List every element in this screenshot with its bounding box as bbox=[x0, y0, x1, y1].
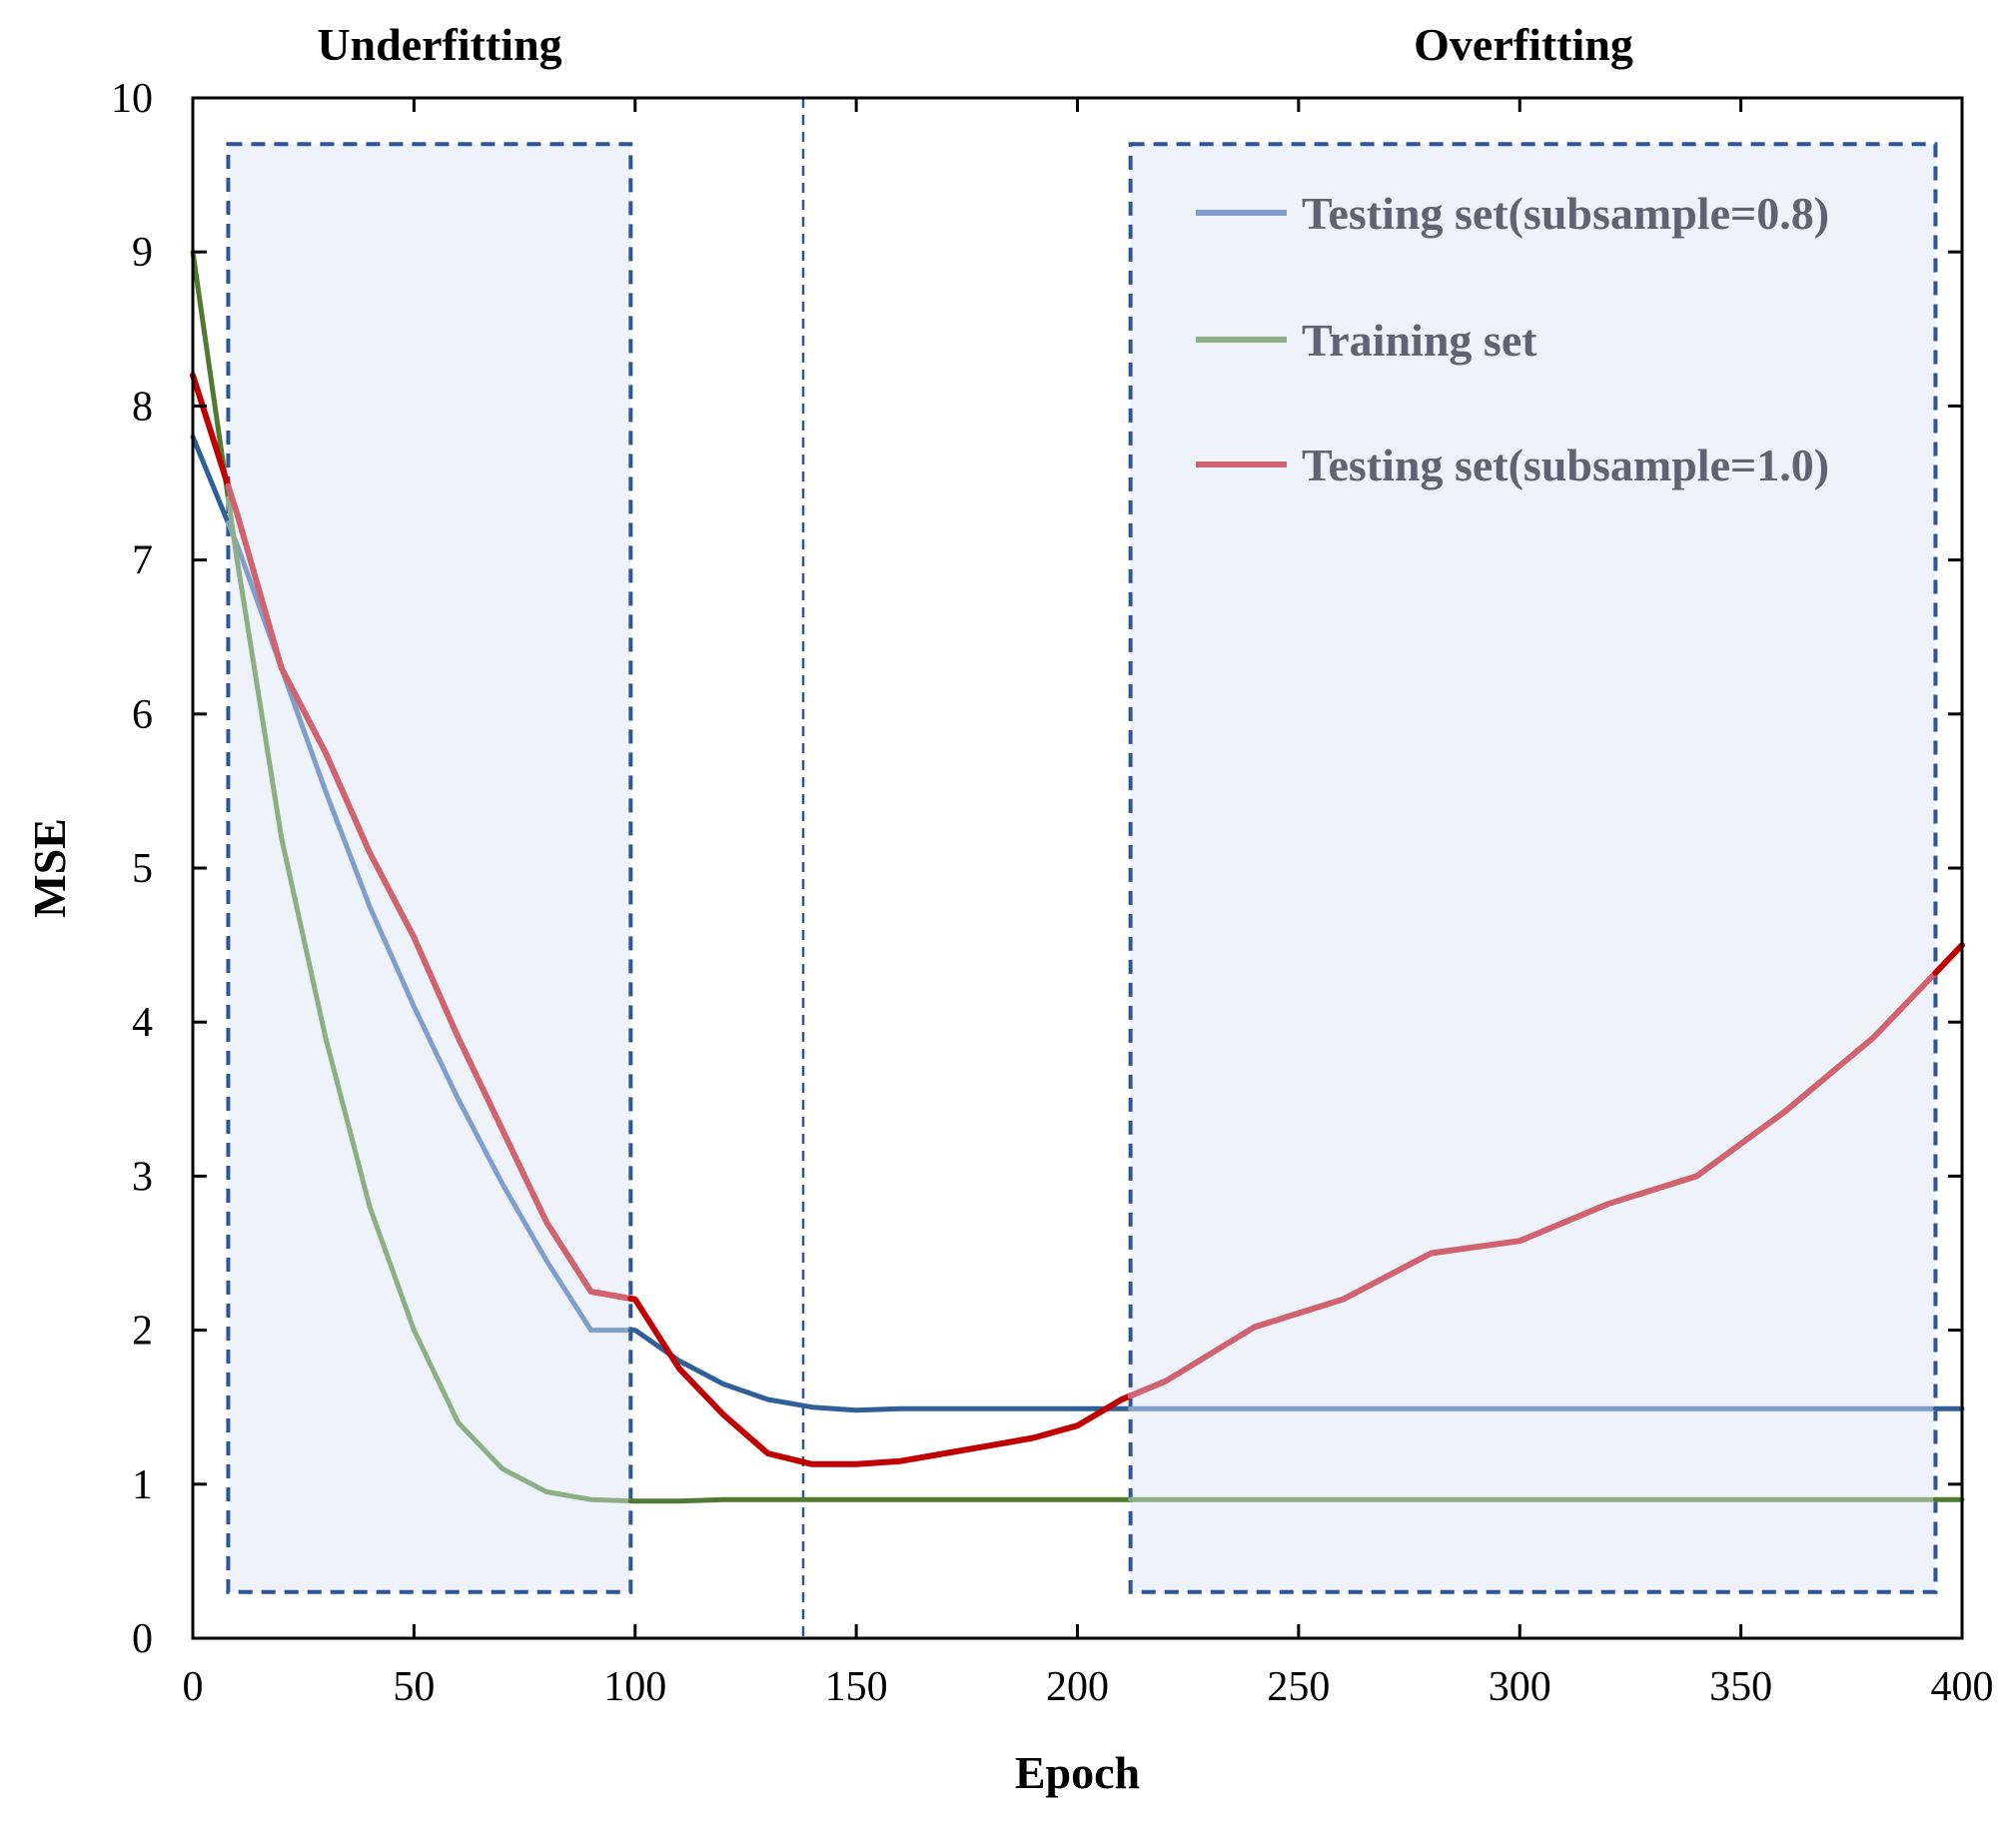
series-line-2-segment-3 bbox=[1127, 969, 1939, 1399]
x-tick-label-8: 400 bbox=[1931, 1664, 1994, 1710]
x-axis-title: Epoch bbox=[1015, 1747, 1140, 1798]
legend-label-0: Testing set(subsample=0.8) bbox=[1302, 188, 1829, 239]
region-label-0: Underfitting bbox=[317, 19, 561, 70]
x-tick-label-4: 200 bbox=[1046, 1664, 1109, 1710]
x-tick-label-7: 350 bbox=[1709, 1664, 1772, 1710]
legend: Testing set(subsample=0.8) Training set Te… bbox=[1196, 188, 1829, 490]
y-tick-label-9: 9 bbox=[132, 230, 153, 276]
x-tick-label-0: 0 bbox=[183, 1664, 204, 1710]
region-box-1 bbox=[1128, 142, 1938, 1594]
y-tick-label-2: 2 bbox=[132, 1309, 153, 1355]
x-tick-label-5: 250 bbox=[1267, 1664, 1330, 1710]
y-tick-label-5: 5 bbox=[132, 846, 153, 892]
series-line-1-segment-2 bbox=[627, 1496, 1134, 1504]
y-tick-label-7: 7 bbox=[132, 538, 153, 584]
series-line-0-segment-0 bbox=[190, 434, 231, 526]
y-tick-label-3: 3 bbox=[132, 1154, 153, 1200]
region-layer: Underfitting Overfitting bbox=[226, 19, 1938, 1638]
region-box-0 bbox=[226, 142, 633, 1594]
y-axis-title: MSE bbox=[24, 818, 75, 918]
y-tick-label-8: 8 bbox=[132, 384, 153, 430]
series-layer bbox=[190, 249, 1965, 1504]
ticks-layer: 0 50 100 150 200 250 300 350 400 0 1 2 3 4 5 6 7 8 9 10 bbox=[111, 76, 1994, 1710]
series-line-1-segment-1 bbox=[225, 495, 633, 1504]
x-tick-label-3: 150 bbox=[825, 1664, 888, 1710]
series-line-1-segment-0 bbox=[190, 249, 231, 501]
y-tick-label-4: 4 bbox=[132, 1000, 153, 1046]
x-tick-label-1: 50 bbox=[393, 1664, 435, 1710]
y-tick-label-1: 1 bbox=[132, 1462, 153, 1508]
y-tick-label-10: 10 bbox=[111, 76, 153, 122]
y-tick-label-6: 6 bbox=[132, 692, 153, 738]
series-line-2-segment-2 bbox=[627, 1296, 1134, 1467]
legend-label-1: Training set bbox=[1302, 315, 1537, 366]
series-line-2-segment-0 bbox=[190, 372, 232, 489]
region-label-1: Overfitting bbox=[1414, 19, 1633, 70]
legend-label-2: Testing set(subsample=1.0) bbox=[1302, 440, 1829, 490]
series-line-2-segment-4 bbox=[1932, 942, 1965, 976]
series-line-2-segment-1 bbox=[225, 482, 634, 1302]
y-tick-label-0: 0 bbox=[132, 1616, 153, 1662]
x-tick-label-6: 300 bbox=[1489, 1664, 1551, 1710]
x-tick-label-2: 100 bbox=[603, 1664, 666, 1710]
